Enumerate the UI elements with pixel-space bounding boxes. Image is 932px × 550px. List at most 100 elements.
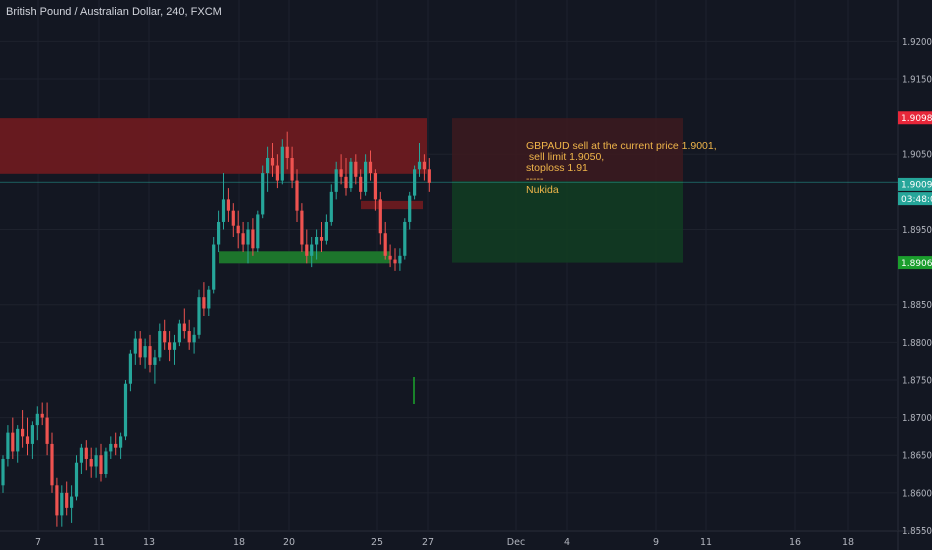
- y-tick-label: 1.85500: [902, 526, 932, 537]
- candle-body: [55, 485, 59, 516]
- candle: [408, 191, 412, 230]
- candle: [378, 191, 382, 245]
- candle-body: [280, 146, 284, 181]
- candle-body: [403, 221, 407, 256]
- candle-body: [172, 342, 177, 350]
- annotation-line: sell limit 1.9050,: [526, 151, 605, 163]
- candle-body: [197, 297, 201, 335]
- candle: [153, 349, 157, 384]
- x-tick-label: 18: [233, 537, 245, 548]
- candle-body: [6, 432, 10, 459]
- time-axis[interactable]: 7 11 13 18 20 25 27 Dec 4 9 11 16 18: [35, 537, 854, 548]
- candle: [212, 237, 216, 294]
- zone-target-area[interactable]: [452, 181, 683, 263]
- candle: [70, 485, 74, 523]
- candle: [119, 432, 123, 459]
- candle-body: [192, 334, 196, 343]
- candle: [172, 334, 177, 365]
- candle: [45, 402, 49, 456]
- candle: [315, 229, 319, 260]
- candle-body: [212, 244, 216, 290]
- zone-support[interactable]: [219, 251, 390, 264]
- candle: [310, 237, 314, 268]
- candle-body: [89, 458, 93, 467]
- y-tick-label: 1.88500: [902, 300, 932, 311]
- candle-body: [427, 169, 431, 183]
- zone-resistance[interactable]: [0, 118, 427, 174]
- candle-body: [168, 342, 172, 350]
- price-label: 03:48:08: [898, 192, 932, 206]
- candle: [241, 221, 245, 253]
- candle: [334, 161, 338, 200]
- candle-body: [207, 289, 211, 309]
- candle: [393, 248, 397, 271]
- price-axis[interactable]: 1.92000 1.91500 1.90500 1.89500 1.88500 1.880…: [898, 37, 932, 537]
- candle: [99, 443, 103, 482]
- candle-body: [246, 229, 250, 245]
- candle-body: [266, 158, 270, 174]
- candle-body: [388, 255, 392, 260]
- candle-body: [349, 161, 353, 189]
- candle: [221, 173, 226, 230]
- candle: [251, 218, 255, 256]
- candle: [403, 218, 407, 260]
- candle: [349, 158, 353, 192]
- candle: [94, 447, 98, 478]
- candle: [163, 319, 167, 350]
- candle: [339, 154, 343, 185]
- candle: [388, 244, 392, 268]
- zone-stop-area[interactable]: [452, 118, 683, 182]
- candle: [300, 203, 304, 253]
- candle: [133, 331, 137, 365]
- candle-body: [275, 165, 279, 181]
- candle: [256, 210, 260, 253]
- candle: [290, 146, 294, 189]
- candle-body: [1, 458, 5, 486]
- y-tick-label: 1.86000: [902, 488, 932, 499]
- price-label-text: 1.90985: [901, 114, 932, 124]
- candle-body: [359, 176, 363, 192]
- candle-body: [270, 158, 275, 166]
- candle: [275, 154, 279, 189]
- candle: [65, 481, 69, 516]
- candle-body: [138, 338, 142, 358]
- candle: [368, 150, 373, 181]
- candle-body: [133, 338, 137, 354]
- price-label: 1.90099: [898, 177, 932, 191]
- candle-body: [35, 413, 39, 426]
- candle-body: [329, 191, 333, 222]
- candle-body: [114, 443, 118, 448]
- candle-body: [413, 169, 417, 196]
- candle-body: [319, 237, 324, 241]
- candle-body: [143, 346, 147, 358]
- candle: [109, 436, 113, 459]
- candle: [177, 319, 181, 347]
- candle: [417, 142, 422, 177]
- candle-body: [79, 447, 83, 463]
- price-label-bg: [898, 111, 932, 125]
- candle: [427, 158, 431, 192]
- candle: [202, 282, 206, 317]
- candle-body: [30, 425, 34, 444]
- candle: [50, 432, 54, 493]
- candle-body: [226, 199, 230, 211]
- candle: [217, 210, 221, 253]
- candle: [236, 210, 240, 249]
- candle: [373, 169, 377, 211]
- candle: [383, 221, 387, 260]
- x-tick-label: 4: [564, 537, 570, 548]
- candle-body: [295, 180, 299, 211]
- candle-body: [324, 221, 328, 241]
- candle-body: [251, 229, 255, 249]
- y-tick-label: 1.87500: [902, 375, 932, 386]
- candle-body: [119, 436, 123, 448]
- candle-body: [217, 221, 221, 245]
- candle-body: [236, 225, 240, 234]
- candle: [364, 154, 368, 196]
- zone-sell-entry[interactable]: [361, 200, 423, 210]
- candle-body: [70, 496, 74, 508]
- candle: [192, 327, 196, 354]
- candle-body: [148, 346, 152, 365]
- candle-body: [158, 331, 162, 358]
